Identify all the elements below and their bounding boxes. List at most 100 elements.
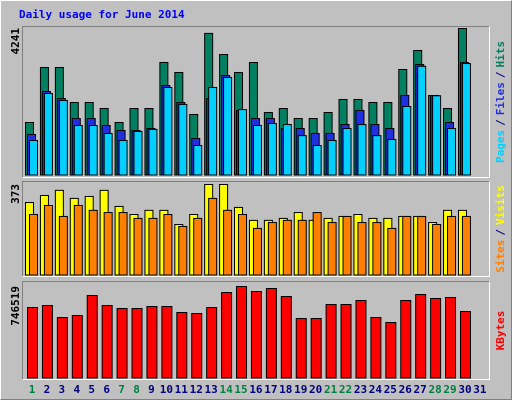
panel-edge-dark bbox=[22, 181, 490, 277]
bar bbox=[265, 288, 277, 379]
legend-entry: Visits bbox=[494, 185, 507, 225]
panel-edge-dark bbox=[22, 26, 490, 178]
x-tick-label: 13 bbox=[205, 383, 218, 396]
x-tick-label: 9 bbox=[148, 383, 155, 396]
y-tick-label: 4241 bbox=[9, 28, 22, 55]
bar bbox=[58, 99, 68, 176]
bar bbox=[310, 318, 322, 379]
bar bbox=[178, 103, 188, 176]
bar bbox=[372, 135, 382, 176]
bar bbox=[27, 307, 38, 379]
bar bbox=[370, 317, 382, 379]
bar bbox=[325, 304, 337, 379]
x-tick-label: 24 bbox=[369, 383, 383, 396]
x-tick-label: 11 bbox=[175, 383, 189, 396]
legend-entry: Pages bbox=[494, 130, 507, 163]
bar bbox=[56, 317, 68, 379]
bar bbox=[267, 123, 277, 176]
bar bbox=[459, 311, 471, 379]
bar bbox=[221, 292, 233, 379]
bar bbox=[357, 222, 367, 276]
y-tick-label: 746519 bbox=[9, 286, 22, 326]
bar bbox=[193, 144, 203, 176]
bar bbox=[43, 92, 53, 176]
bar bbox=[206, 307, 218, 379]
bar bbox=[327, 222, 337, 276]
x-tick-label: 19 bbox=[294, 383, 307, 396]
bar bbox=[29, 139, 38, 176]
bar bbox=[41, 305, 53, 379]
chart-title: Daily usage for June 2014 bbox=[19, 8, 185, 21]
panel-edge-dark bbox=[22, 281, 490, 380]
bar bbox=[312, 144, 322, 176]
x-tick-label: 26 bbox=[399, 383, 413, 396]
bar bbox=[238, 109, 248, 176]
bar bbox=[312, 212, 322, 276]
panel-edge-light bbox=[22, 26, 490, 178]
bar bbox=[148, 128, 158, 176]
bar bbox=[86, 295, 98, 379]
bar bbox=[447, 127, 457, 176]
bar bbox=[223, 209, 233, 276]
bar bbox=[372, 222, 382, 276]
bar bbox=[327, 139, 337, 176]
bar bbox=[250, 291, 262, 379]
x-tick-label: 30 bbox=[458, 383, 471, 396]
bar bbox=[236, 286, 248, 379]
bar bbox=[297, 135, 307, 176]
legend-separator: / bbox=[494, 229, 507, 236]
x-tick-label: 28 bbox=[428, 383, 441, 396]
bar bbox=[297, 219, 307, 276]
bar bbox=[176, 312, 188, 379]
bar bbox=[282, 219, 292, 276]
x-tick-label: 31 bbox=[473, 383, 487, 396]
x-tick-label: 2 bbox=[44, 383, 51, 396]
bar bbox=[103, 132, 113, 176]
legend-entry: Sites bbox=[494, 240, 507, 273]
bar bbox=[355, 300, 367, 379]
bar bbox=[387, 227, 397, 276]
bar bbox=[88, 209, 98, 276]
bar bbox=[461, 215, 471, 276]
bar bbox=[417, 65, 427, 176]
bar bbox=[29, 214, 38, 276]
bar bbox=[161, 306, 173, 379]
x-tick-label: 6 bbox=[103, 383, 110, 396]
bar bbox=[103, 212, 113, 276]
bar bbox=[163, 214, 173, 276]
legend-entry: Files bbox=[494, 82, 507, 115]
x-tick-label: 20 bbox=[309, 383, 322, 396]
bar bbox=[208, 86, 218, 176]
panel-edge-light bbox=[22, 281, 490, 380]
x-tick-label: 29 bbox=[443, 383, 456, 396]
bar bbox=[133, 217, 143, 276]
bar bbox=[88, 125, 98, 176]
bar bbox=[71, 315, 83, 379]
x-tick-label: 14 bbox=[219, 383, 233, 396]
bar bbox=[101, 305, 113, 379]
bar bbox=[73, 125, 83, 176]
bar bbox=[400, 300, 412, 379]
bar bbox=[342, 127, 352, 176]
bar bbox=[118, 139, 128, 176]
bar bbox=[178, 225, 188, 276]
bar bbox=[342, 215, 352, 276]
bar bbox=[432, 224, 442, 276]
x-tick-label: 16 bbox=[249, 383, 263, 396]
bar bbox=[445, 297, 457, 379]
x-tick-label: 23 bbox=[354, 383, 367, 396]
legend-entry: Hits bbox=[494, 41, 507, 68]
y-tick-label: 373 bbox=[9, 184, 22, 204]
bar bbox=[133, 130, 143, 176]
bar bbox=[193, 217, 203, 276]
bar bbox=[447, 215, 457, 276]
bar bbox=[252, 125, 262, 176]
legend-separator: / bbox=[494, 119, 507, 126]
x-tick-label: 5 bbox=[88, 383, 95, 396]
bar bbox=[280, 296, 292, 379]
bar bbox=[58, 215, 68, 276]
x-tick-label: 22 bbox=[339, 383, 352, 396]
bar bbox=[148, 217, 158, 276]
x-tick-label: 7 bbox=[118, 383, 125, 396]
